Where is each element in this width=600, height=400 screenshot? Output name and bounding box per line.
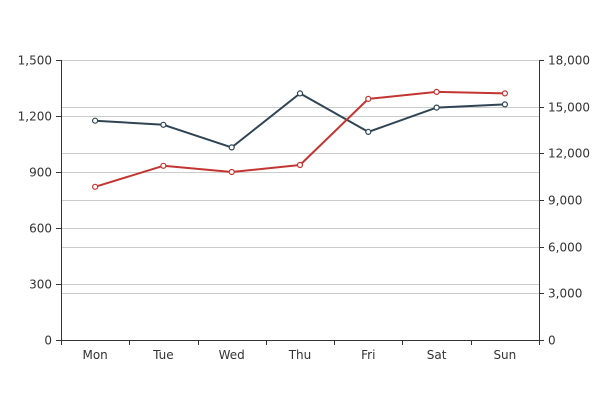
y-left-tick-label-2: 600 (29, 222, 52, 236)
x-tick-label-wed: Wed (219, 348, 245, 362)
y-right-tick-label-1: 3,000 (548, 287, 582, 301)
x-tick-label-thu: Thu (288, 348, 312, 362)
y-left-tick-label-5: 1,500 (18, 54, 52, 68)
y-right-tick-label-3: 9,000 (548, 194, 582, 208)
data-point-series-a-sat (433, 104, 440, 111)
y-right-tick-label-4: 12,000 (548, 147, 590, 161)
x-tick-label-fri: Fri (361, 348, 375, 362)
data-point-series-a-thu (296, 90, 304, 97)
data-point-series-a-wed (228, 144, 235, 151)
y-left-tick-label-4: 1,200 (18, 110, 52, 124)
data-point-series-a-fri (365, 128, 372, 135)
x-tick-label-tue: Tue (152, 348, 174, 362)
x-tick-label-sun: Sun (493, 348, 516, 362)
data-point-series-b-tue (160, 162, 167, 169)
data-point-series-a-sun (501, 101, 508, 108)
data-point-series-b-thu (296, 161, 304, 169)
data-point-series-b-fri (365, 95, 372, 103)
axes (56, 60, 544, 345)
y-right-tick-label-5: 15,000 (548, 101, 590, 115)
tick-labels: 0 300 600 900 1,200 1,500 0 3,000 6,000 9,000 12,0… (18, 54, 590, 363)
series-line-series-a (95, 92, 505, 149)
data-point-series-b-mon (91, 183, 99, 190)
data-point-series-a-mon (91, 117, 99, 124)
y-left-tick-label-3: 900 (29, 166, 52, 180)
series-layer (91, 88, 508, 190)
data-point-series-b-sun (501, 90, 508, 97)
y-left-tick-label-0: 0 (44, 334, 52, 348)
y-right-tick-label-2: 6,000 (548, 241, 582, 255)
data-point-series-a-tue (160, 121, 167, 128)
data-point-series-b-wed (228, 168, 235, 176)
y-right-tick-label-0: 0 (548, 334, 556, 348)
x-tick-label-mon: Mon (82, 348, 107, 362)
data-point-series-b-sat (433, 88, 440, 96)
y-right-tick-label-6: 18,000 (548, 54, 590, 68)
y-left-tick-label-1: 300 (29, 278, 52, 292)
x-tick-label-sat: Sat (427, 348, 447, 362)
